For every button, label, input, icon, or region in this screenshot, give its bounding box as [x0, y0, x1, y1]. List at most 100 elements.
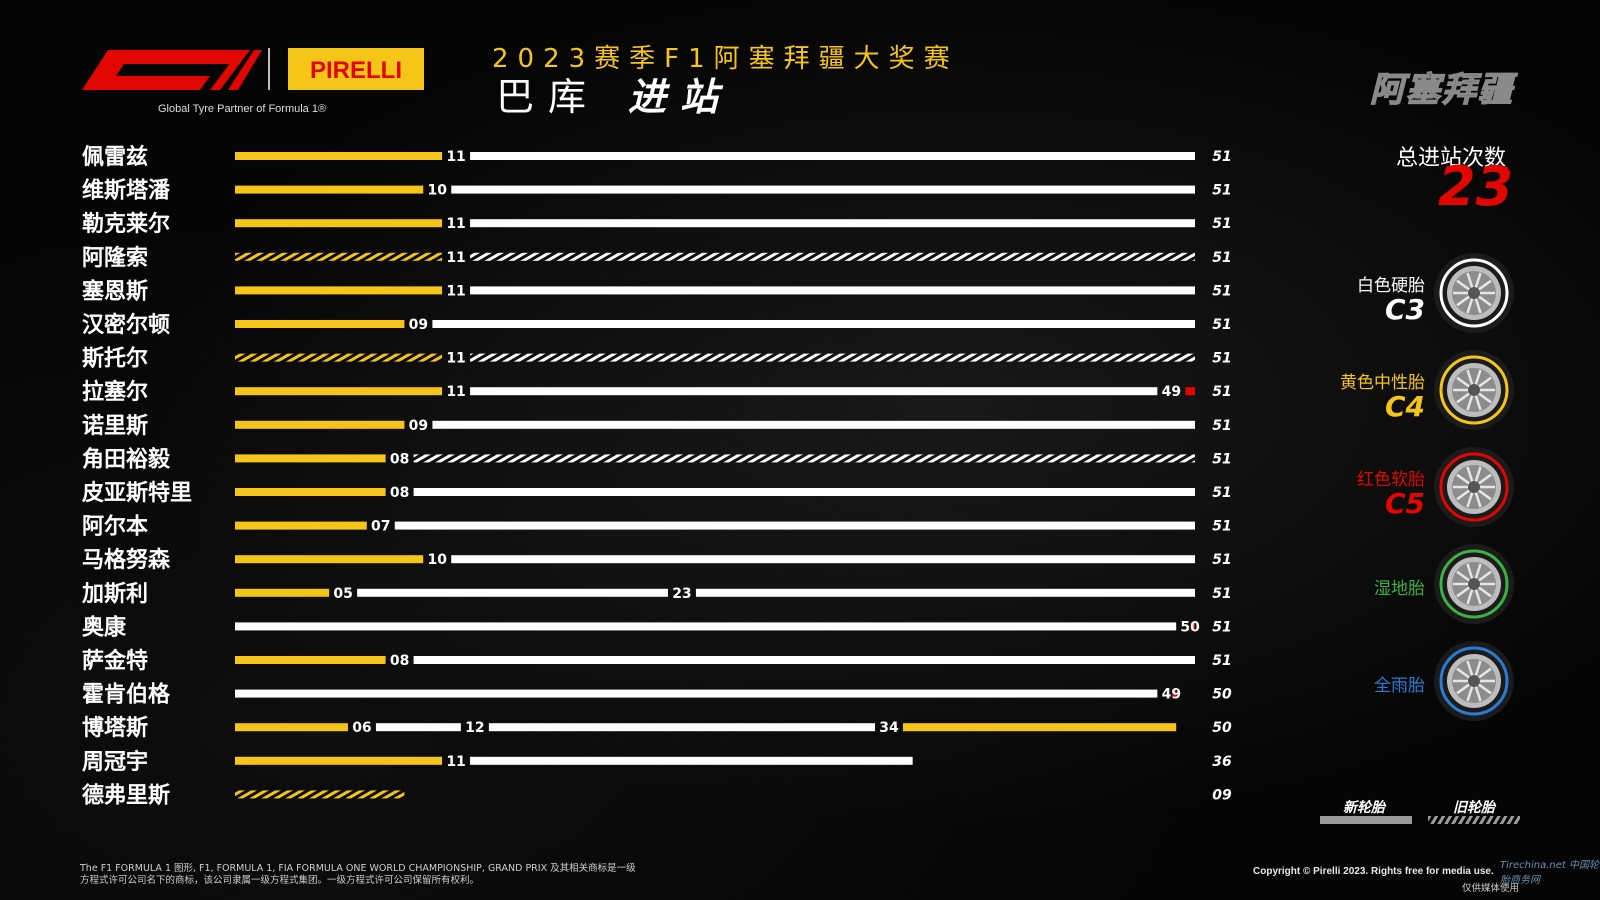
pit-lap-label: 34 — [879, 720, 899, 736]
stint-bar-medium-new — [235, 656, 386, 664]
pit-lap-label: 49 — [1162, 687, 1181, 703]
driver-name: 周冠宇 — [82, 750, 148, 775]
laps-completed-label: 51 — [1212, 317, 1231, 333]
disclaimer: The F1 FORMULA 1 图形, F1, FORMULA 1, FIA … — [80, 863, 636, 886]
compound-name: 全雨胎 — [1374, 676, 1425, 696]
laps-completed-label: 36 — [1212, 754, 1232, 770]
driver-name: 加斯利 — [81, 581, 148, 607]
stint-bar-medium-new — [235, 286, 443, 295]
stint-bar-medium-new — [235, 185, 424, 194]
driver-name: 德弗里斯 — [82, 782, 170, 808]
stint-bar-medium-new — [235, 387, 443, 396]
driver-name: 萨金特 — [82, 648, 148, 674]
stint-bar-hard-used — [470, 353, 1195, 362]
tyre-icon — [1434, 253, 1514, 333]
stint-bar-hard-new — [470, 387, 1158, 396]
pit-lap-label: 49 — [1162, 384, 1181, 400]
driver-row: 皮亚斯特里 08 51 — [82, 480, 1232, 506]
driver-name: 佩雷兹 — [82, 144, 148, 170]
pit-lap-label: 12 — [465, 720, 484, 736]
stint-bar-hard-new — [375, 723, 461, 732]
laps-completed-label: 09 — [1212, 787, 1232, 803]
stint-bar-hard-new — [235, 622, 1177, 631]
driver-row: 奥康 50 51 — [82, 614, 1232, 640]
pit-lap-label: 11 — [446, 149, 465, 165]
driver-name: 马格努森 — [82, 547, 171, 573]
driver-row: 马格努森 10 51 — [82, 547, 1232, 573]
compound-label: 红色软胎 C5 — [1255, 465, 1425, 518]
laps-completed-label: 50 — [1212, 720, 1232, 736]
tyre-icon — [1434, 350, 1514, 430]
stint-bar-hard-new — [695, 588, 1195, 597]
stint-bar-hard-new — [413, 488, 1195, 496]
driver-name: 博塔斯 — [82, 715, 148, 741]
stint-bar-hard-new — [394, 521, 1195, 530]
driver-row: 博塔斯 06 12 34 50 — [82, 715, 1232, 741]
driver-name: 拉塞尔 — [82, 379, 148, 405]
driver-row: 维斯塔潘 10 51 — [82, 178, 1232, 204]
stint-bar-medium-new — [235, 521, 367, 530]
driver-name: 奥康 — [82, 614, 127, 640]
stint-bar-medium-new — [235, 555, 424, 564]
driver-row: 周冠宇 11 36 — [82, 750, 1232, 775]
laps-completed-label: 51 — [1212, 586, 1231, 602]
driver-row: 角田裕毅 08 51 — [82, 446, 1232, 472]
stint-bar-hard-used — [470, 252, 1195, 261]
laps-completed-label: 51 — [1212, 619, 1231, 635]
driver-name: 阿尔本 — [82, 514, 148, 540]
compound-code: C3 — [1384, 293, 1425, 326]
compound-name: 红色软胎 — [1357, 470, 1425, 490]
driver-name: 斯托尔 — [82, 346, 148, 372]
compound-label: 全雨胎 — [1255, 671, 1425, 696]
stint-bar-medium-used — [235, 252, 443, 261]
tyre-icon — [1434, 447, 1514, 527]
stint-bar-medium-new — [235, 756, 443, 765]
driver-row: 阿隆索 11 51 — [82, 246, 1232, 271]
legend-new-swatch — [1320, 816, 1412, 824]
pit-lap-label: 08 — [390, 653, 409, 669]
driver-name: 诺里斯 — [82, 413, 148, 439]
legend-new-tyre: 新轮胎 — [1343, 800, 1385, 816]
svg-text:PIRELLI: PIRELLI — [310, 57, 402, 84]
copyright: Copyright © Pirelli 2023. Rights free fo… — [1253, 866, 1494, 877]
stint-bar-soft-new — [1191, 622, 1195, 631]
pit-lap-label: 08 — [390, 451, 409, 467]
stint-bar-hard-new — [451, 185, 1195, 194]
pit-lap-label: 11 — [446, 754, 465, 770]
stint-bar-medium-new — [235, 488, 386, 496]
stint-bar-medium-used — [235, 790, 405, 799]
driver-name: 阿隆索 — [82, 246, 148, 271]
laps-completed-label: 51 — [1212, 653, 1231, 669]
pit-lap-label: 06 — [352, 720, 371, 736]
stint-bar-hard-new — [470, 219, 1195, 228]
laps-completed-label: 51 — [1212, 149, 1231, 165]
watermark: Tirechina.net 中国轮胎商务网 — [1500, 860, 1599, 886]
driver-name: 勒克莱尔 — [82, 211, 170, 237]
track-name-logo: 阿塞拜疆 — [1369, 69, 1514, 110]
driver-row: 萨金特 08 51 — [82, 648, 1232, 674]
stint-bar-medium-new — [903, 723, 1177, 732]
compound-name: 黄色中性胎 — [1340, 373, 1425, 393]
laps-completed-label: 50 — [1212, 687, 1232, 703]
pit-lap-label: 50 — [1180, 619, 1200, 635]
stint-bar-hard-new — [470, 152, 1195, 160]
pit-lap-label: 10 — [427, 552, 447, 568]
driver-row: 塞恩斯 11 51 — [82, 278, 1232, 304]
tagline: Global Tyre Partner of Formula 1® — [158, 103, 327, 115]
page-subtitle: 巴库 进站 — [496, 66, 732, 121]
driver-name: 皮亚斯特里 — [82, 480, 192, 506]
stint-bar-medium-new — [235, 454, 386, 463]
driver-row: 阿尔本 07 51 — [82, 514, 1232, 540]
driver-name: 汉密尔顿 — [82, 312, 170, 338]
stint-bar-medium-new — [235, 588, 330, 597]
total-stops-label: 总进站次数 — [1396, 146, 1507, 171]
stint-bar-hard-new — [451, 555, 1195, 564]
stint-bar-hard-new — [413, 656, 1195, 664]
stint-bar-hard-new — [432, 320, 1196, 328]
driver-row: 斯托尔 11 51 — [82, 346, 1232, 372]
legend-used-swatch — [1428, 816, 1520, 824]
laps-completed-label: 51 — [1212, 183, 1231, 199]
driver-row: 德弗里斯 09 — [82, 782, 1232, 808]
stint-bar-hard-new — [235, 689, 1158, 698]
